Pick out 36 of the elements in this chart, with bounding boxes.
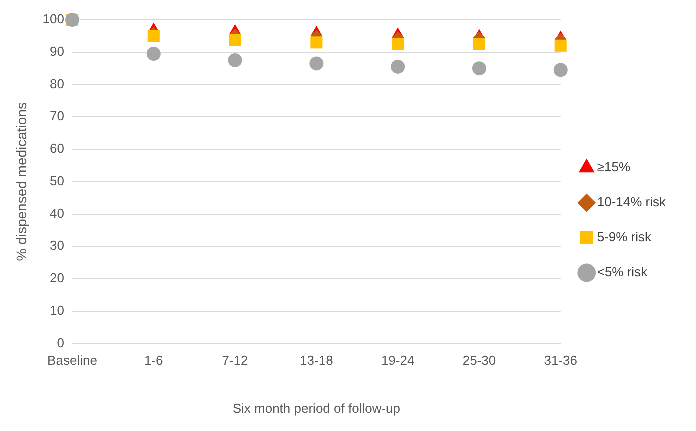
y-tick-label: 20 <box>50 270 64 286</box>
x-tick-label: 19-24 <box>381 353 415 368</box>
point <box>229 34 242 46</box>
y-axis-title: % dispensed medications <box>13 102 30 262</box>
x-tick-label: 1-6 <box>144 353 164 368</box>
y-tick-label: 0 <box>57 335 64 350</box>
x-tick-label: 31-36 <box>544 353 578 368</box>
legend-label: 5-9% risk <box>597 230 652 245</box>
point <box>472 62 486 76</box>
x-tick-label: 7-12 <box>222 353 248 368</box>
y-tick-label: 30 <box>50 238 64 254</box>
legend-label: 10-14% risk <box>597 194 666 210</box>
y-tick-label: 100 <box>42 12 64 27</box>
point <box>310 36 323 49</box>
point <box>554 63 568 78</box>
point <box>146 47 161 61</box>
y-tick-label: 60 <box>50 141 64 156</box>
x-tick-label: 25-30 <box>462 353 496 368</box>
x-tick-label: Baseline <box>48 353 98 368</box>
point <box>148 30 160 42</box>
y-tick-label: 80 <box>50 76 64 92</box>
y-tick-label: 50 <box>50 173 64 188</box>
point <box>228 53 242 68</box>
y-tick-label: 10 <box>50 303 64 318</box>
y-tick-label: 90 <box>50 44 64 59</box>
point <box>473 38 486 50</box>
legend-label: ≥15% <box>597 160 631 175</box>
point <box>310 56 324 71</box>
legend-label: <5% risk <box>597 264 648 280</box>
x-axis-title: Six month period of follow-up <box>232 400 401 416</box>
x-tick-label: 13-18 <box>300 353 334 368</box>
point <box>391 60 406 74</box>
y-tick-label: 40 <box>50 206 64 221</box>
y-tick-label: 70 <box>50 108 64 124</box>
point <box>554 40 567 52</box>
point <box>392 38 404 50</box>
